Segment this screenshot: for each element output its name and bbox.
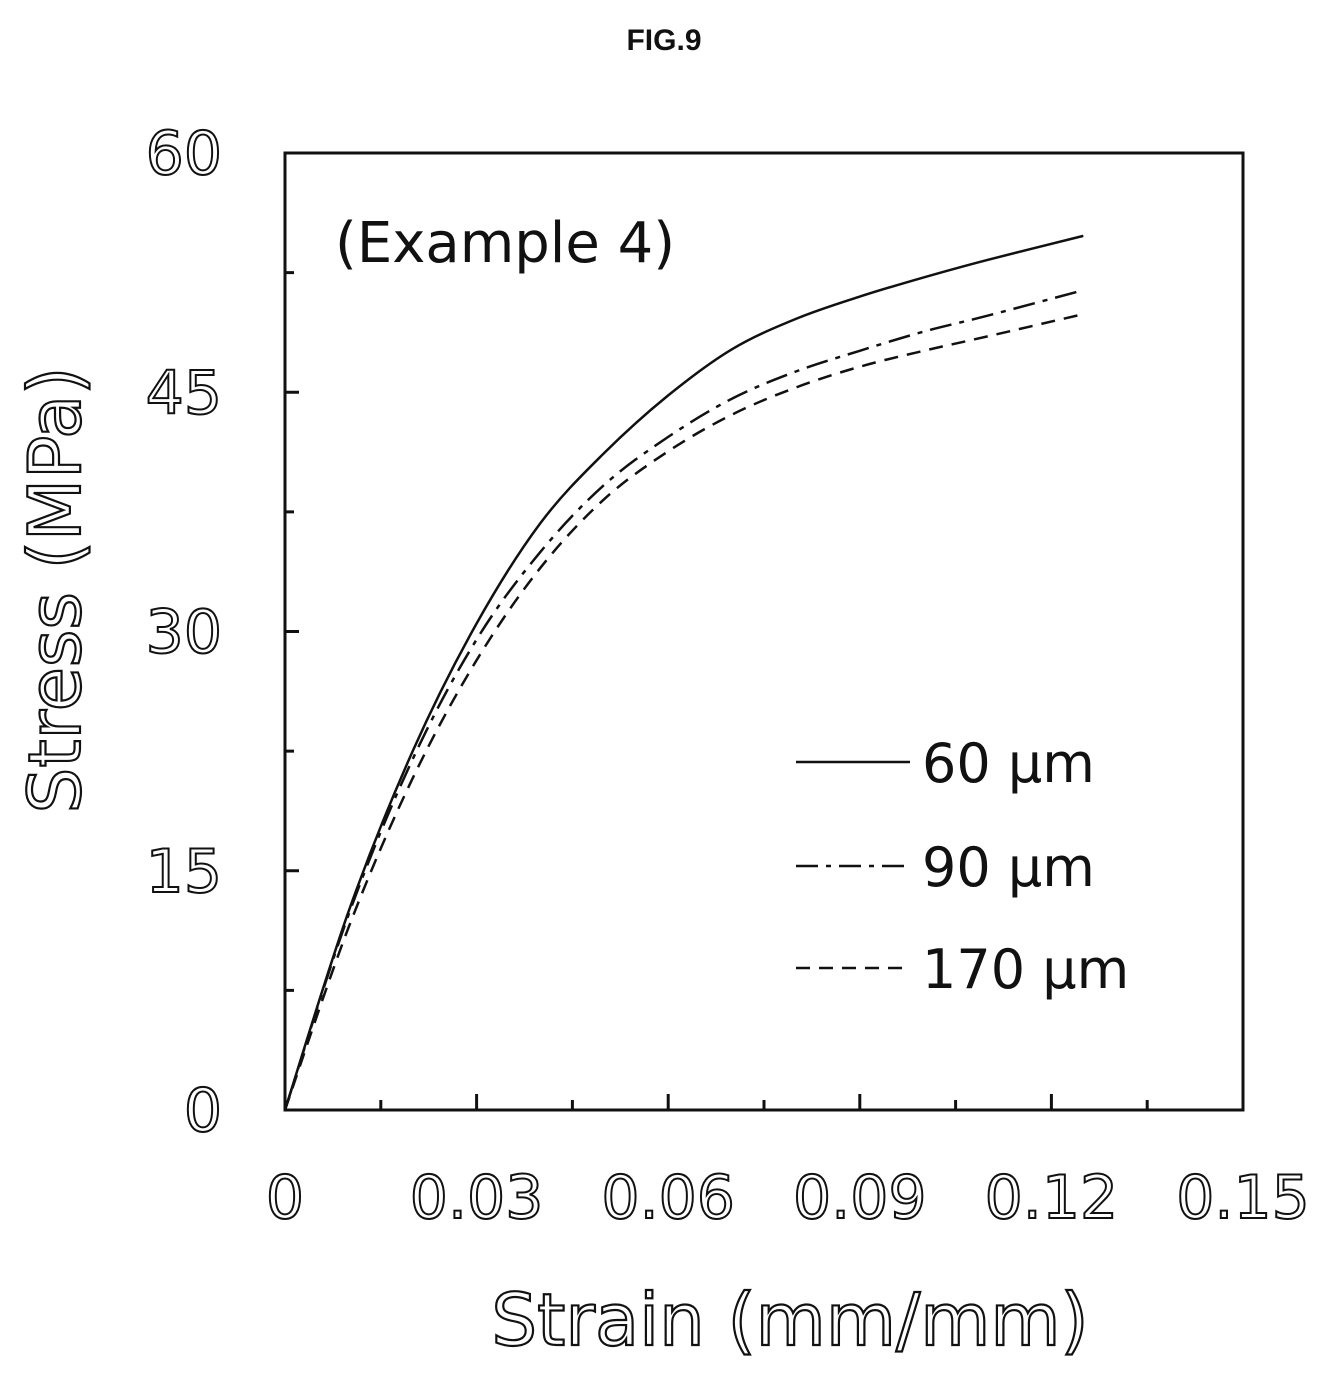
series-line-2	[283, 288, 1084, 1111]
axis-ticks	[285, 271, 1149, 1110]
series-line-3	[283, 312, 1084, 1111]
legend: 60 μm 90 μm 170 μm	[796, 732, 1129, 1001]
x-axis-label: Strain (mm/mm)	[491, 1278, 1088, 1362]
legend-label-2: 90 μm	[922, 836, 1095, 899]
y-axis-label: Stress (MPa)	[13, 367, 97, 814]
legend-label-1: 60 μm	[922, 732, 1095, 795]
x-tick-label: 0.15	[1176, 1163, 1310, 1233]
legend-label-3: 170 μm	[922, 938, 1129, 1001]
x-tick-label: 0.12	[985, 1163, 1119, 1233]
series-line-1	[283, 234, 1084, 1111]
y-tick-label: 0	[184, 1076, 222, 1146]
tick-labels: 0 0.03 0.06 0.09 0.12 0.15 0 15 30 45 60	[145, 118, 1311, 1234]
y-tick-label: 45	[146, 358, 222, 428]
x-tick-label: 0.06	[601, 1163, 735, 1233]
figure-label: FIG.9	[626, 24, 701, 57]
x-tick-label: 0.09	[793, 1163, 927, 1233]
y-tick-label: 30	[146, 598, 222, 668]
x-tick-label: 0.03	[410, 1163, 544, 1233]
y-tick-label: 15	[146, 837, 222, 907]
series-lines	[283, 234, 1084, 1111]
x-tick-label: 0	[266, 1163, 304, 1233]
example-annotation: (Example 4)	[335, 211, 675, 276]
y-tick-label: 60	[146, 119, 222, 189]
